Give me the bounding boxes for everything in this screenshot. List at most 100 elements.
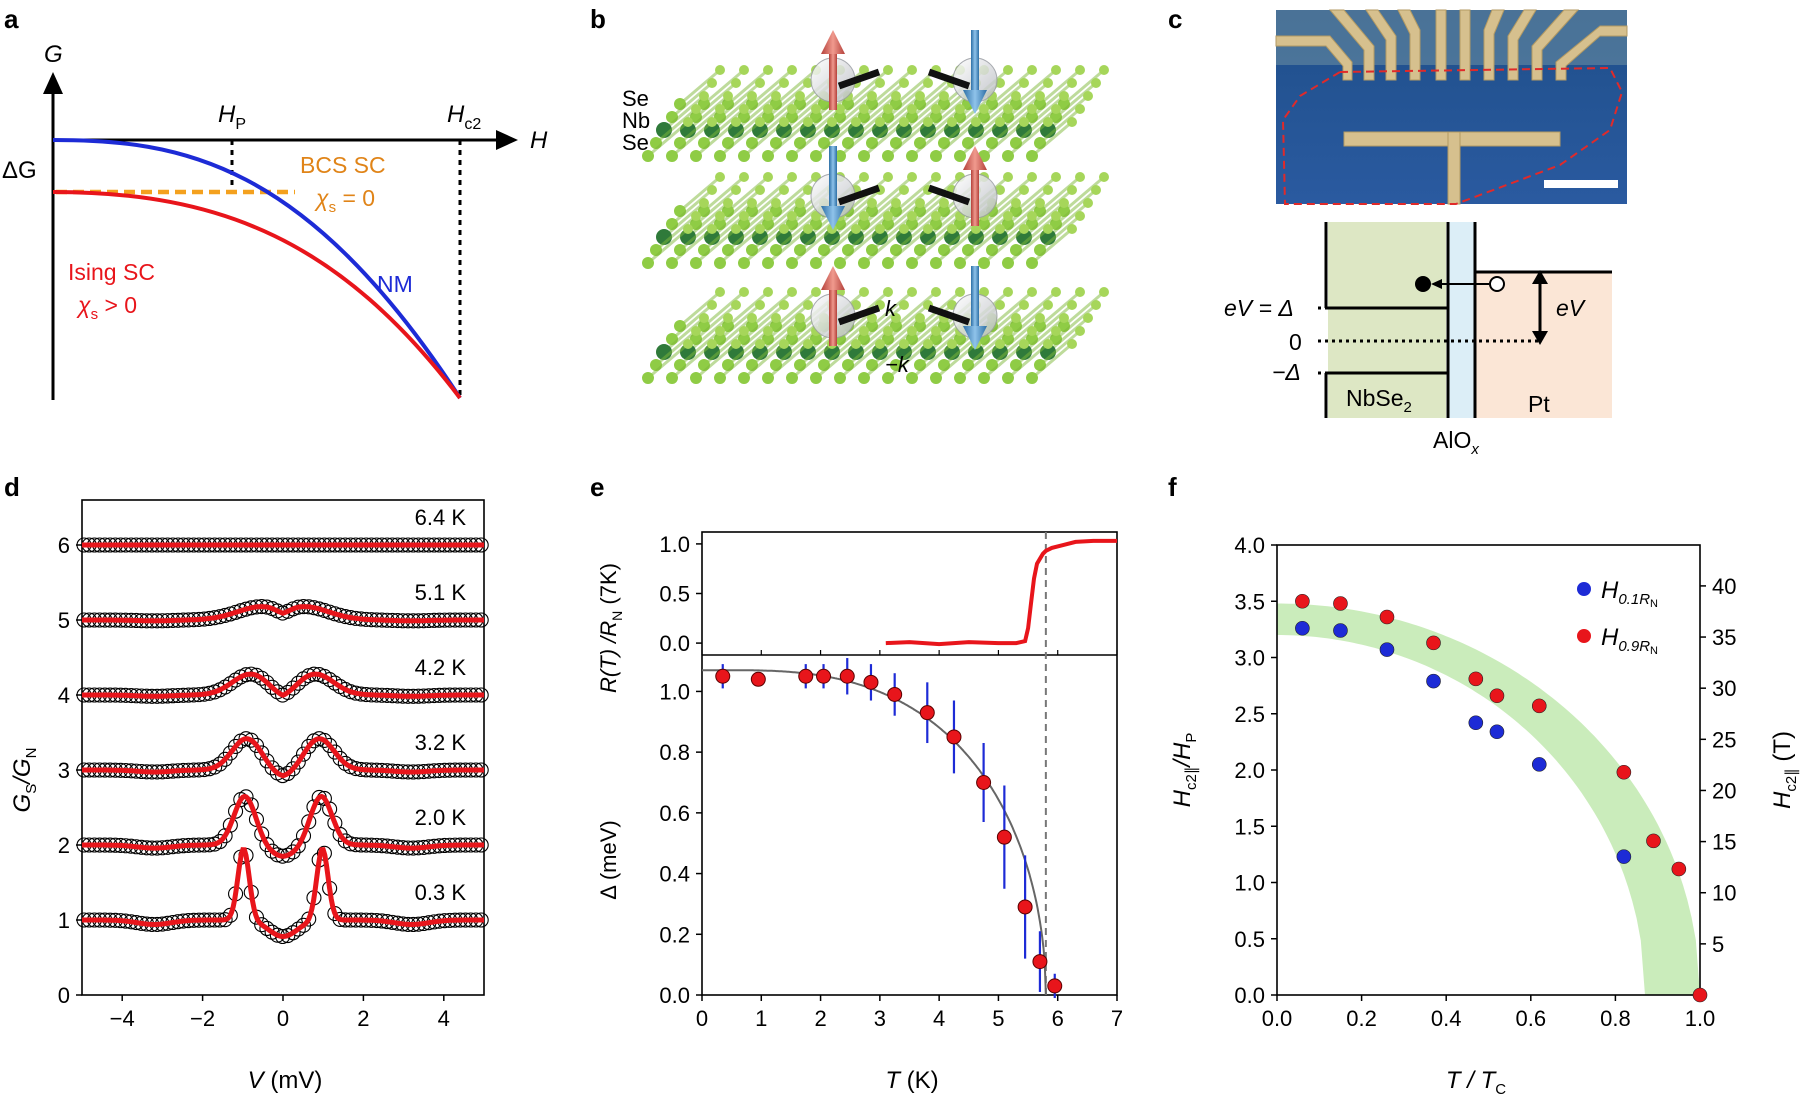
se-atom — [707, 117, 717, 127]
series-6p4K: 6.4 K — [76, 505, 489, 553]
lattice-bond — [775, 68, 817, 106]
lattice-bond — [719, 188, 761, 226]
y-tick-label: 4 — [58, 683, 70, 708]
se-atom — [1043, 339, 1053, 349]
scale-bar — [1544, 180, 1618, 188]
se-atom — [1019, 224, 1029, 234]
lattice-bond — [847, 68, 889, 106]
lattice-bond — [1039, 107, 1081, 145]
lattice-bond — [887, 342, 929, 380]
gap-data-point — [1047, 973, 1063, 999]
panel-b: Se Nb Se k −k — [622, 30, 1109, 384]
se-atom — [931, 211, 941, 221]
data-marker — [1531, 757, 1547, 772]
panel-a-hp-label: HP — [218, 101, 246, 133]
se-atom — [1099, 287, 1109, 297]
panel-a-hc2-label: Hc2 — [447, 101, 481, 133]
se-atom — [1035, 313, 1045, 323]
panel-b-k-label: k — [885, 296, 897, 321]
lattice-bond — [671, 342, 713, 380]
lattice-bond — [727, 329, 769, 367]
se-atom — [1019, 117, 1029, 127]
lattice-bond — [967, 214, 1009, 252]
y-tick-label: 6 — [58, 533, 70, 558]
se-atom — [1043, 117, 1053, 127]
se-atom — [755, 300, 765, 310]
se-atom — [915, 198, 925, 208]
lattice-bond — [847, 107, 889, 145]
lattice-bond — [895, 107, 937, 145]
se-atom — [1051, 104, 1061, 114]
se-atom — [707, 339, 717, 349]
lattice-bond — [1031, 81, 1073, 119]
se-atom — [690, 372, 702, 384]
data-marker — [217, 679, 233, 695]
lattice-bond — [679, 290, 721, 328]
se-atom — [947, 117, 957, 127]
lattice-bond — [663, 201, 705, 239]
se-atom — [683, 224, 693, 234]
data-marker — [285, 680, 301, 696]
spin-shaft — [829, 52, 837, 110]
lattice-bond — [671, 227, 713, 265]
fit-line — [82, 847, 484, 940]
gap-data-point — [946, 700, 962, 774]
lattice-bond — [1039, 329, 1081, 367]
se-atom — [1075, 65, 1085, 75]
se-atom — [858, 257, 870, 269]
se-atom — [762, 257, 774, 269]
lattice-bond — [983, 303, 1025, 341]
data-marker — [1017, 899, 1033, 915]
se-atom — [787, 211, 797, 221]
lattice-bond — [759, 94, 801, 132]
lattice-bond — [743, 120, 785, 158]
se-atom — [915, 313, 925, 323]
se-atom — [739, 104, 749, 114]
lattice-bond — [663, 94, 705, 132]
se-atom — [882, 150, 894, 162]
y-tick-label-right: 15 — [1712, 830, 1736, 855]
lattice-bond — [887, 303, 929, 341]
lattice-bond — [1031, 188, 1073, 226]
lattice-bond — [999, 316, 1041, 354]
se-atom — [907, 65, 917, 75]
data-marker — [290, 675, 306, 691]
se-atom — [883, 287, 893, 297]
lattice-bond — [959, 342, 1001, 380]
legend-label-h09: H0.9RN — [1601, 624, 1658, 657]
data-marker — [976, 775, 992, 790]
se-atom — [859, 172, 869, 182]
y-tick-label: 0.6 — [659, 801, 690, 826]
lattice-bond — [863, 303, 905, 341]
lattice-bond — [1039, 214, 1081, 252]
se-atom — [858, 372, 870, 384]
se-atom — [715, 326, 725, 336]
lattice-bond — [863, 188, 905, 226]
panel-f-x-label: T / TC — [1446, 1067, 1506, 1098]
lattice-bond — [775, 329, 817, 367]
data-marker — [1047, 978, 1063, 994]
se-atom — [939, 198, 949, 208]
se-atom — [763, 172, 773, 182]
se-atom — [907, 104, 917, 114]
lattice-bond — [735, 94, 777, 132]
data-marker — [1333, 596, 1348, 611]
lattice-bond — [743, 81, 785, 119]
y-tick-label: 2 — [58, 833, 70, 858]
lattice-bond — [863, 81, 905, 119]
momentum-arrow — [837, 304, 881, 326]
se-atom — [787, 65, 797, 75]
panel-label-a: a — [4, 4, 19, 34]
gap-data-point — [715, 664, 731, 689]
x-tick-label: 7 — [1111, 1006, 1123, 1031]
se-atom — [666, 372, 678, 384]
lattice-bond — [695, 120, 737, 158]
se-atom — [811, 104, 821, 114]
se-atom — [939, 91, 949, 101]
lattice-bond — [791, 227, 833, 265]
se-atom — [915, 91, 925, 101]
lattice-bond — [871, 107, 913, 145]
panel-d-y-label: GS/GN — [9, 748, 40, 813]
zero-level-label: 0 — [1289, 329, 1302, 355]
panel-a-bcs-chi: χs = 0 — [314, 185, 375, 216]
